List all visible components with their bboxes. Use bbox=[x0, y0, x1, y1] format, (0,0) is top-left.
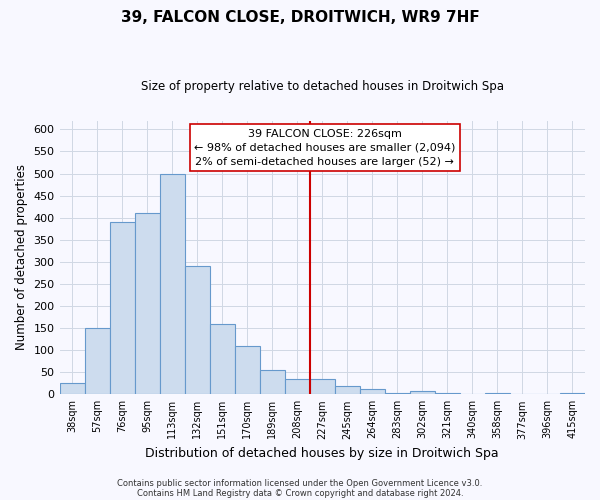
Title: Size of property relative to detached houses in Droitwich Spa: Size of property relative to detached ho… bbox=[141, 80, 504, 93]
Bar bbox=[134, 214, 160, 394]
Text: 39 FALCON CLOSE: 226sqm  
← 98% of detached houses are smaller (2,094)
2% of sem: 39 FALCON CLOSE: 226sqm ← 98% of detache… bbox=[194, 129, 455, 167]
Bar bbox=[59, 384, 85, 394]
Bar bbox=[410, 391, 435, 394]
Bar bbox=[285, 379, 310, 394]
Bar bbox=[160, 174, 185, 394]
Bar bbox=[209, 324, 235, 394]
Bar bbox=[260, 370, 285, 394]
Bar bbox=[110, 222, 134, 394]
Text: Contains public sector information licensed under the Open Government Licence v3: Contains public sector information licen… bbox=[118, 478, 482, 488]
Text: 39, FALCON CLOSE, DROITWICH, WR9 7HF: 39, FALCON CLOSE, DROITWICH, WR9 7HF bbox=[121, 10, 479, 25]
X-axis label: Distribution of detached houses by size in Droitwich Spa: Distribution of detached houses by size … bbox=[145, 447, 499, 460]
Bar bbox=[185, 266, 209, 394]
Bar bbox=[335, 386, 360, 394]
Bar bbox=[235, 346, 260, 395]
Y-axis label: Number of detached properties: Number of detached properties bbox=[15, 164, 28, 350]
Bar bbox=[360, 389, 385, 394]
Text: Contains HM Land Registry data © Crown copyright and database right 2024.: Contains HM Land Registry data © Crown c… bbox=[137, 488, 463, 498]
Bar bbox=[85, 328, 110, 394]
Bar bbox=[310, 379, 335, 394]
